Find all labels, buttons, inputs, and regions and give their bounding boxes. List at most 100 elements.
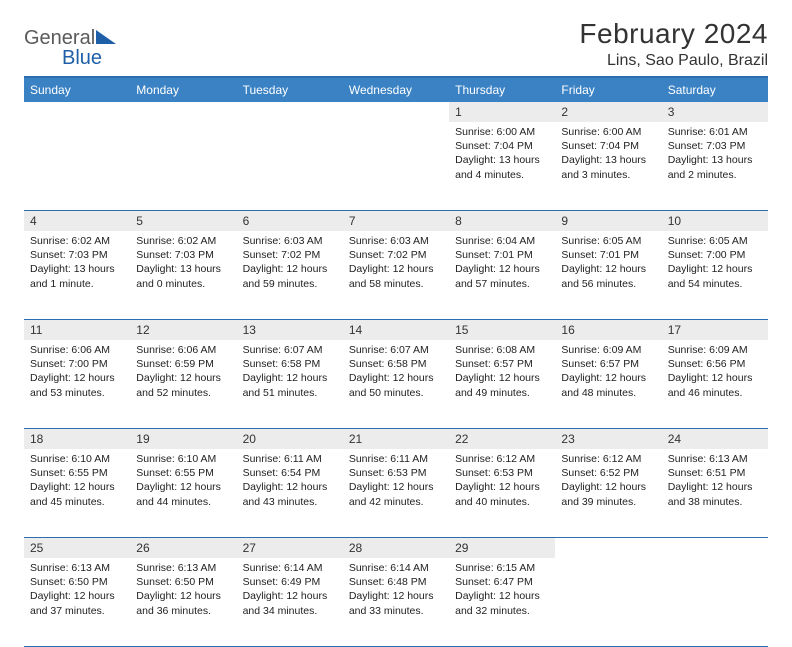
day-number <box>24 102 130 108</box>
day-number-row: 45678910 <box>24 211 768 232</box>
sunset-line: Sunset: 6:57 PM <box>455 357 549 371</box>
day-number: 20 <box>237 429 343 449</box>
daylight-line: Daylight: 12 hours and 51 minutes. <box>243 371 337 399</box>
sunset-line: Sunset: 6:58 PM <box>349 357 443 371</box>
daylight-line: Daylight: 12 hours and 37 minutes. <box>30 589 124 617</box>
day-content: Sunrise: 6:10 AMSunset: 6:55 PMDaylight:… <box>130 449 236 515</box>
sunrise-line: Sunrise: 6:09 AM <box>561 343 655 357</box>
day-number-row: 11121314151617 <box>24 320 768 341</box>
day-content: Sunrise: 6:05 AMSunset: 7:00 PMDaylight:… <box>662 231 768 297</box>
day-content: Sunrise: 6:03 AMSunset: 7:02 PMDaylight:… <box>237 231 343 297</box>
daylight-line: Daylight: 12 hours and 43 minutes. <box>243 480 337 508</box>
sunrise-line: Sunrise: 6:05 AM <box>561 234 655 248</box>
day-number-cell: 29 <box>449 538 555 559</box>
sunset-line: Sunset: 7:04 PM <box>561 139 655 153</box>
day-number: 16 <box>555 320 661 340</box>
daylight-line: Daylight: 12 hours and 57 minutes. <box>455 262 549 290</box>
location-text: Lins, Sao Paulo, Brazil <box>579 52 768 70</box>
sunrise-line: Sunrise: 6:12 AM <box>455 452 549 466</box>
daylight-line: Daylight: 13 hours and 3 minutes. <box>561 153 655 181</box>
day-number: 9 <box>555 211 661 231</box>
sunset-line: Sunset: 6:53 PM <box>455 466 549 480</box>
day-number-cell <box>662 538 768 559</box>
day-number: 10 <box>662 211 768 231</box>
sunset-line: Sunset: 7:02 PM <box>349 248 443 262</box>
daylight-line: Daylight: 12 hours and 42 minutes. <box>349 480 443 508</box>
sunrise-line: Sunrise: 6:02 AM <box>136 234 230 248</box>
day-cell: Sunrise: 6:09 AMSunset: 6:57 PMDaylight:… <box>555 340 661 429</box>
day-number: 23 <box>555 429 661 449</box>
day-number: 4 <box>24 211 130 231</box>
day-cell <box>343 122 449 211</box>
weekday-header-row: Sunday Monday Tuesday Wednesday Thursday… <box>24 77 768 102</box>
day-cell: Sunrise: 6:15 AMSunset: 6:47 PMDaylight:… <box>449 558 555 647</box>
daylight-line: Daylight: 12 hours and 48 minutes. <box>561 371 655 399</box>
sunset-line: Sunset: 6:57 PM <box>561 357 655 371</box>
day-content: Sunrise: 6:12 AMSunset: 6:53 PMDaylight:… <box>449 449 555 515</box>
day-cell: Sunrise: 6:02 AMSunset: 7:03 PMDaylight:… <box>24 231 130 320</box>
daylight-line: Daylight: 12 hours and 49 minutes. <box>455 371 549 399</box>
day-cell: Sunrise: 6:13 AMSunset: 6:50 PMDaylight:… <box>24 558 130 647</box>
sunset-line: Sunset: 7:00 PM <box>668 248 762 262</box>
sunset-line: Sunset: 6:59 PM <box>136 357 230 371</box>
sunset-line: Sunset: 6:48 PM <box>349 575 443 589</box>
day-number-cell: 6 <box>237 211 343 232</box>
day-number: 6 <box>237 211 343 231</box>
day-number: 5 <box>130 211 236 231</box>
daylight-line: Daylight: 12 hours and 38 minutes. <box>668 480 762 508</box>
sunset-line: Sunset: 7:02 PM <box>243 248 337 262</box>
day-cell: Sunrise: 6:09 AMSunset: 6:56 PMDaylight:… <box>662 340 768 429</box>
day-number-cell: 18 <box>24 429 130 450</box>
sunrise-line: Sunrise: 6:04 AM <box>455 234 549 248</box>
day-number: 19 <box>130 429 236 449</box>
day-cell: Sunrise: 6:14 AMSunset: 6:48 PMDaylight:… <box>343 558 449 647</box>
day-number-cell: 14 <box>343 320 449 341</box>
sunset-line: Sunset: 6:55 PM <box>136 466 230 480</box>
sunset-line: Sunset: 6:50 PM <box>136 575 230 589</box>
sunrise-line: Sunrise: 6:13 AM <box>136 561 230 575</box>
day-number-cell: 15 <box>449 320 555 341</box>
day-cell: Sunrise: 6:02 AMSunset: 7:03 PMDaylight:… <box>130 231 236 320</box>
day-content: Sunrise: 6:07 AMSunset: 6:58 PMDaylight:… <box>237 340 343 406</box>
sunset-line: Sunset: 7:03 PM <box>136 248 230 262</box>
day-number-cell <box>24 102 130 122</box>
sunrise-line: Sunrise: 6:08 AM <box>455 343 549 357</box>
day-number-cell: 8 <box>449 211 555 232</box>
sunrise-line: Sunrise: 6:06 AM <box>30 343 124 357</box>
day-number <box>237 102 343 108</box>
day-cell: Sunrise: 6:04 AMSunset: 7:01 PMDaylight:… <box>449 231 555 320</box>
brand-logo: General Blue <box>24 18 134 70</box>
daylight-line: Daylight: 12 hours and 54 minutes. <box>668 262 762 290</box>
sunrise-line: Sunrise: 6:06 AM <box>136 343 230 357</box>
day-cell <box>662 558 768 647</box>
sunrise-line: Sunrise: 6:10 AM <box>136 452 230 466</box>
day-number-cell <box>130 102 236 122</box>
sunrise-line: Sunrise: 6:09 AM <box>668 343 762 357</box>
daylight-line: Daylight: 12 hours and 40 minutes. <box>455 480 549 508</box>
day-cell: Sunrise: 6:11 AMSunset: 6:54 PMDaylight:… <box>237 449 343 538</box>
sunrise-line: Sunrise: 6:15 AM <box>455 561 549 575</box>
weekday-header: Monday <box>130 77 236 102</box>
weekday-header: Saturday <box>662 77 768 102</box>
daylight-line: Daylight: 12 hours and 34 minutes. <box>243 589 337 617</box>
day-number-cell: 22 <box>449 429 555 450</box>
day-content: Sunrise: 6:05 AMSunset: 7:01 PMDaylight:… <box>555 231 661 297</box>
day-cell: Sunrise: 6:03 AMSunset: 7:02 PMDaylight:… <box>237 231 343 320</box>
day-number-cell: 28 <box>343 538 449 559</box>
day-cell: Sunrise: 6:00 AMSunset: 7:04 PMDaylight:… <box>555 122 661 211</box>
day-number-cell: 13 <box>237 320 343 341</box>
day-cell: Sunrise: 6:01 AMSunset: 7:03 PMDaylight:… <box>662 122 768 211</box>
day-number <box>343 102 449 108</box>
sunset-line: Sunset: 7:01 PM <box>455 248 549 262</box>
day-content: Sunrise: 6:06 AMSunset: 6:59 PMDaylight:… <box>130 340 236 406</box>
day-number: 15 <box>449 320 555 340</box>
sunset-line: Sunset: 7:03 PM <box>668 139 762 153</box>
daylight-line: Daylight: 12 hours and 32 minutes. <box>455 589 549 617</box>
sunrise-line: Sunrise: 6:03 AM <box>243 234 337 248</box>
day-number: 3 <box>662 102 768 122</box>
week-row: Sunrise: 6:06 AMSunset: 7:00 PMDaylight:… <box>24 340 768 429</box>
day-cell <box>24 122 130 211</box>
day-number-row: 123 <box>24 102 768 122</box>
day-number: 13 <box>237 320 343 340</box>
sunrise-line: Sunrise: 6:12 AM <box>561 452 655 466</box>
